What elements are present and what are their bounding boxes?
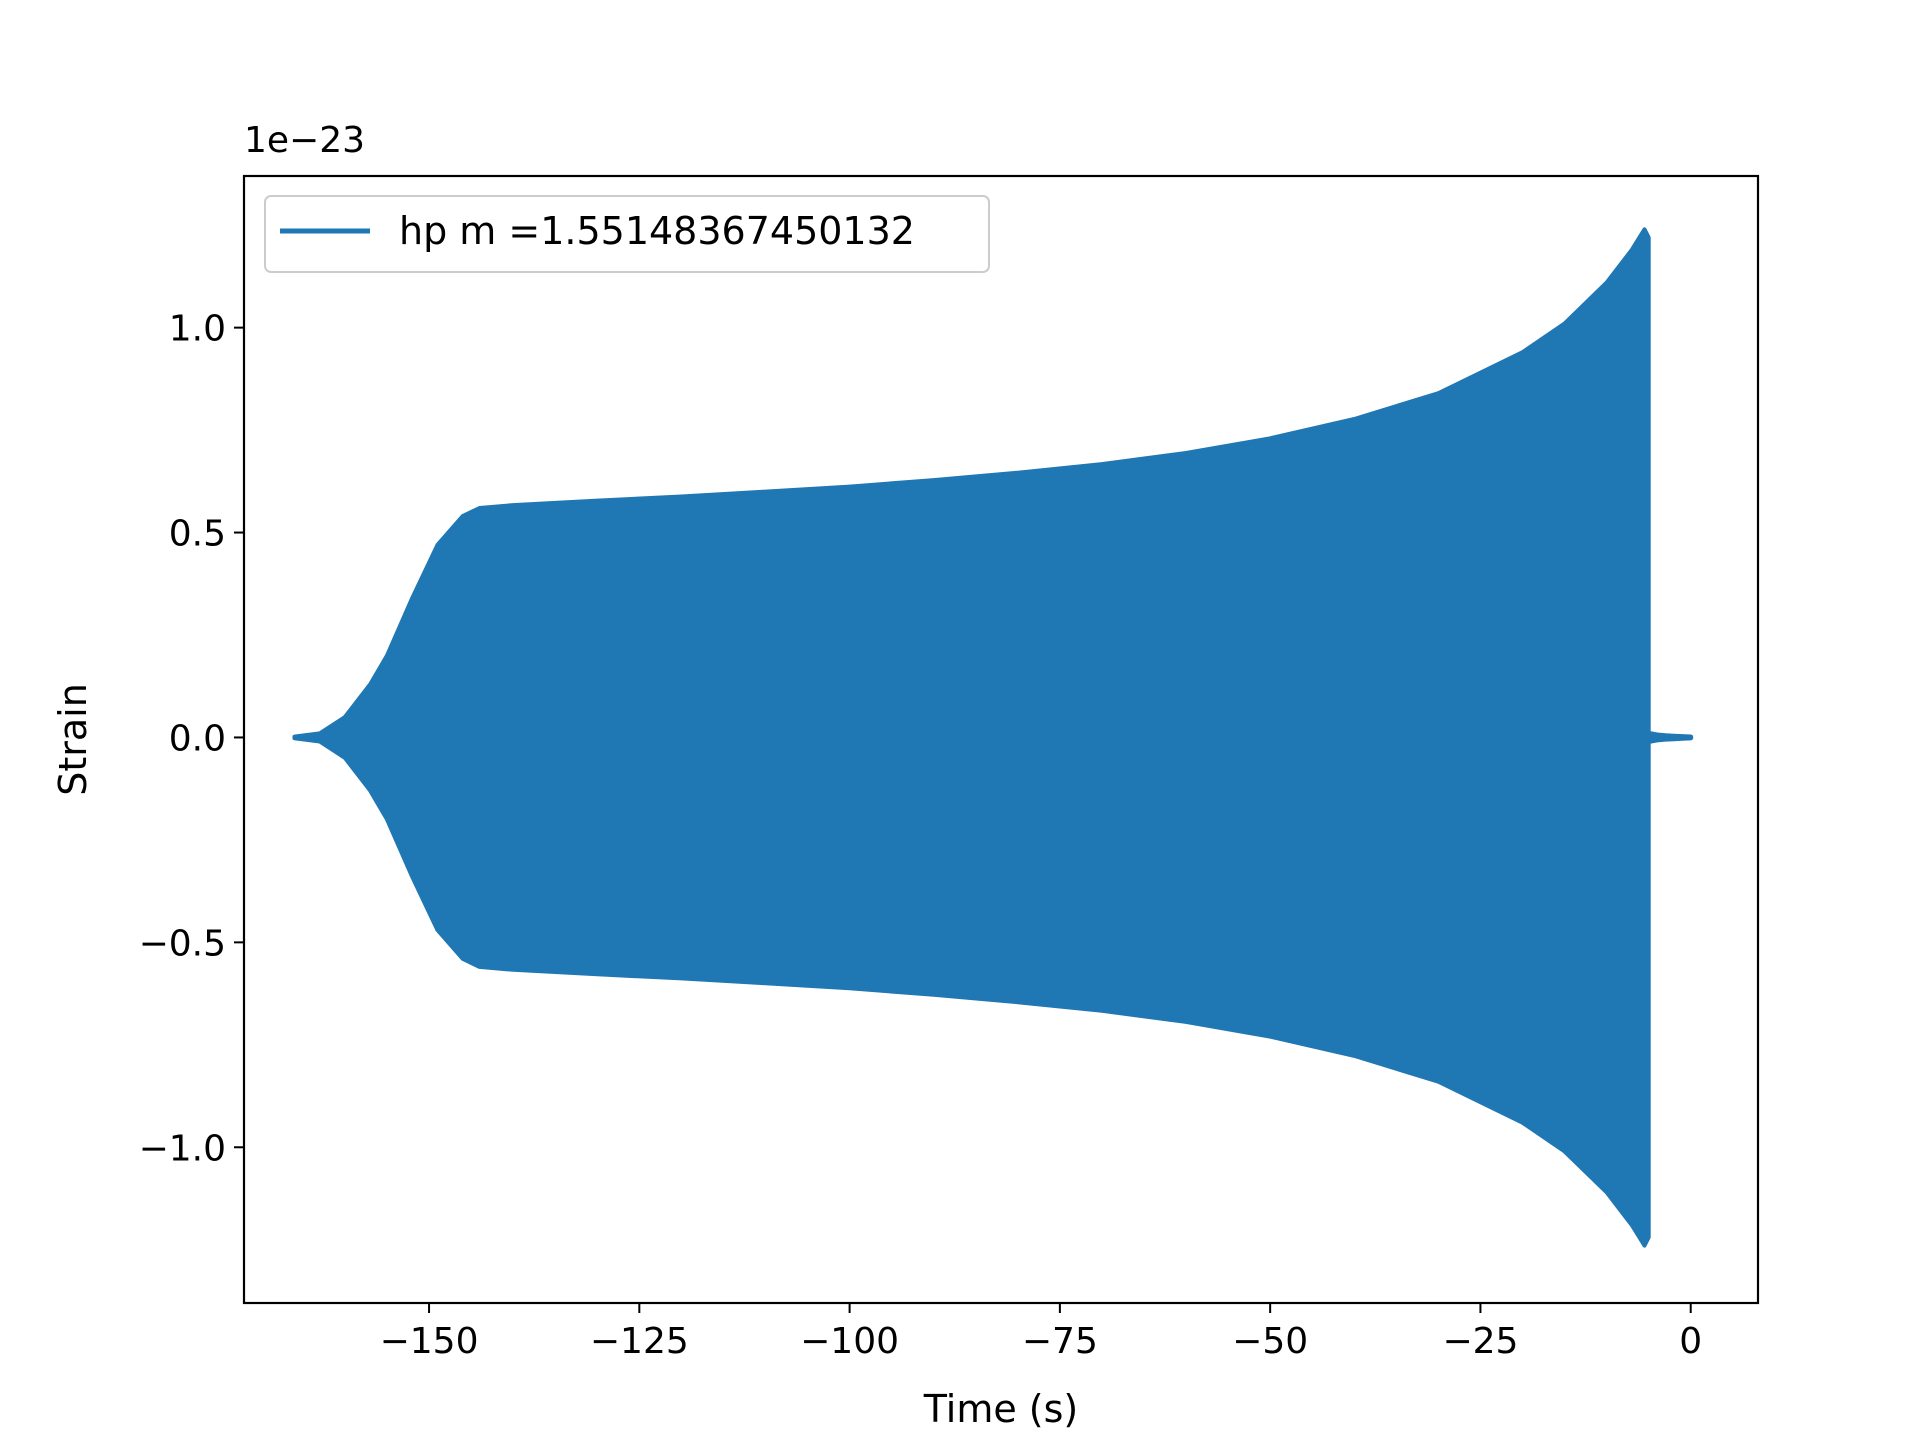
legend-label-hp: hp m =1.55148367450132 <box>399 209 915 253</box>
y-tick-label: 0.0 <box>169 718 226 759</box>
y-tick-label: 1.0 <box>169 309 226 350</box>
x-tick-label: −100 <box>800 1321 899 1362</box>
x-axis: −150 −125 −100 −75 −50 −25 0 <box>380 1303 1702 1362</box>
legend-box <box>264 195 990 273</box>
plot-area <box>292 227 1694 1248</box>
y-tick-label: −1.0 <box>139 1128 226 1169</box>
y-tick-label: 0.5 <box>169 514 226 555</box>
y-axis-label: Strain <box>51 683 95 796</box>
x-axis-label: Time (s) <box>923 1387 1079 1431</box>
x-tick-label: −25 <box>1442 1321 1518 1362</box>
waveform-ringdown <box>1646 730 1694 744</box>
x-tick-label: −50 <box>1232 1321 1308 1362</box>
x-tick-label: −75 <box>1022 1321 1098 1362</box>
x-tick-label: −150 <box>380 1321 479 1362</box>
y-tick-label: −0.5 <box>139 923 226 964</box>
legend: hp m =1.55148367450132 <box>264 195 990 273</box>
y-axis-offset-label: 1e−23 <box>244 120 365 161</box>
axes-frame <box>242 174 1760 1305</box>
x-tick-label: 0 <box>1679 1321 1702 1362</box>
y-axis: −1.0 −0.5 0.0 0.5 1.0 <box>139 309 244 1169</box>
waveform-envelope <box>292 227 1651 1248</box>
x-tick-label: −125 <box>590 1321 689 1362</box>
